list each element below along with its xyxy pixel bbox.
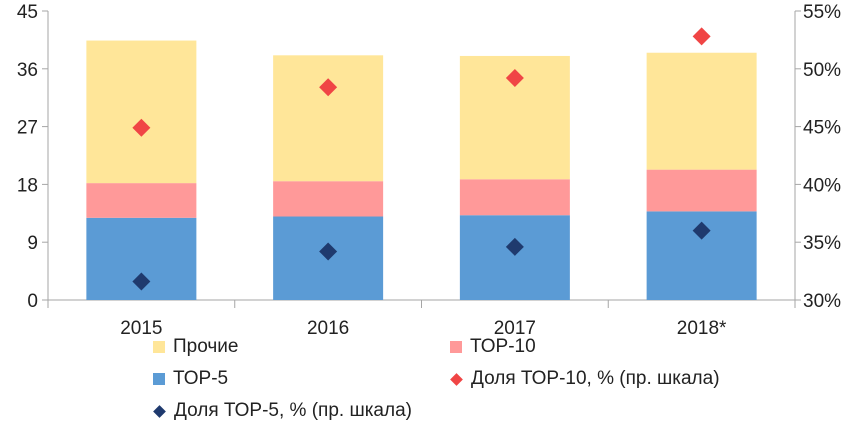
x-tick-label: 2018* [677,318,727,339]
bar-prochie-2015 [86,40,197,184]
y-right-tick-label: 45% [803,118,841,139]
marker-share-top5-2018 [692,221,711,240]
marker-share-top5-2016 [319,242,338,261]
bar-тор10-2015 [86,183,197,218]
bar-тор10-2016 [273,181,384,217]
y-left-tick-label: 36 [17,60,38,81]
y-left-tick-label: 0 [27,291,38,312]
marker-share-top5-2015 [132,272,151,291]
y-left-tick-label: 9 [27,233,38,254]
bar-тор10-2018 [646,169,757,212]
y-right-tick-label: 50% [803,60,841,81]
marker-share-top10-2015 [132,118,151,137]
bar-тор10-2017 [459,179,570,216]
marker-share-top10-2017 [505,69,524,88]
y-right-tick-label: 40% [803,175,841,196]
bar-тор5-2017 [459,215,570,300]
y-left-tick-label: 27 [17,118,38,139]
y-left-tick-label: 45 [17,2,38,23]
y-right-tick-label: 35% [803,233,841,254]
bar-prochie-2016 [273,55,384,182]
marker-share-top10-2018 [692,27,711,46]
bar-prochie-2018 [646,52,757,170]
marker-share-top10-2016 [319,78,338,97]
x-tick-label: 2017 [494,318,536,339]
x-tick-label: 2016 [307,318,349,339]
marker-share-top5-2017 [505,237,524,256]
x-tick-label: 2015 [120,318,162,339]
y-right-tick-label: 55% [803,2,841,23]
y-left-tick-label: 18 [17,175,38,196]
y-right-tick-label: 30% [803,291,841,312]
